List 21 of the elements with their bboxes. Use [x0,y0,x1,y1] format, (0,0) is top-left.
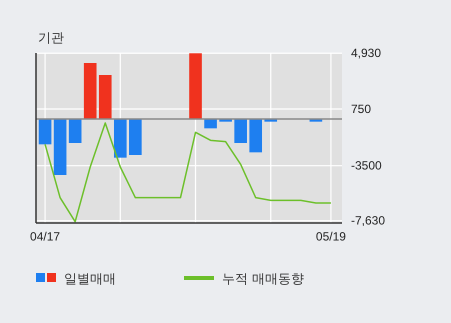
y-tick-label: 4,930 [351,46,382,60]
bar [114,119,127,158]
legend-label: 누적 매매동향 [222,272,304,287]
bar [189,53,202,119]
x-tick-label: 05/19 [316,230,346,244]
bar [204,119,217,128]
bar [129,119,142,155]
line-series [44,122,332,222]
bar [38,119,52,144]
bar [98,75,112,119]
legend-label: 일별매매 [64,272,116,287]
y-tick-label: -3500 [351,158,382,173]
bar [54,119,66,175]
bar [68,119,82,143]
bar [249,119,262,152]
chart-title: 기관 [38,31,64,46]
y-tick-label: 750 [351,102,372,116]
bar [84,63,97,119]
bar [234,119,247,143]
x-tick-label: 04/17 [30,230,60,244]
y-tick-label: -7,630 [351,214,386,228]
